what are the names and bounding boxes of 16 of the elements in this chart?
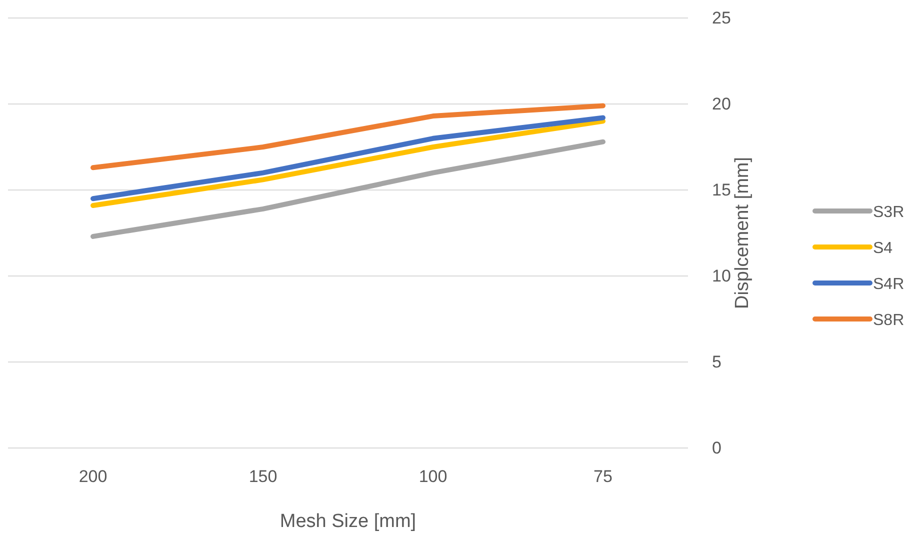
x-tick-label: 200 [78,467,108,486]
legend-label: S4 [873,240,893,257]
legend-label: S8R [873,312,904,329]
y-tick-label: 25 [712,8,731,28]
x-axis-title: Mesh Size [mm] [280,511,416,532]
x-tick-label: 75 [594,467,612,486]
y-tick-label: 5 [712,352,722,372]
legend-label: S3R [873,204,904,221]
y-tick-label: 15 [712,180,731,200]
y-axis-title: Displcement [mm] [732,156,753,310]
x-tick-label: 100 [418,467,448,486]
legend-label: S4R [873,276,904,293]
y-tick-label: 10 [712,266,731,286]
y-tick-label: 20 [712,94,731,114]
x-tick-label: 150 [248,467,278,486]
y-tick-label: 0 [712,438,722,458]
